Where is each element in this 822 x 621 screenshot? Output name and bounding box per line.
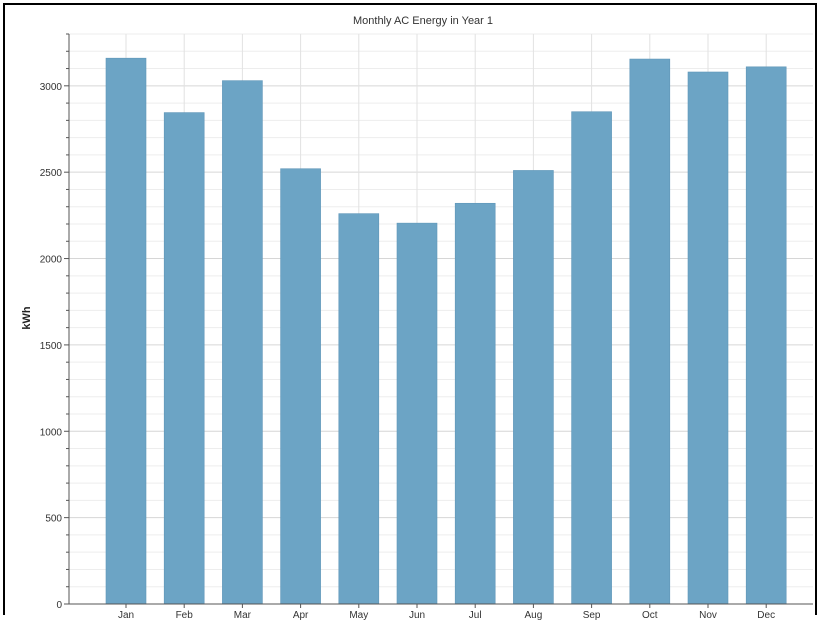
bar-jan bbox=[105, 57, 147, 605]
x-tick-label: Oct bbox=[642, 610, 658, 621]
x-tick-label: May bbox=[349, 610, 368, 621]
y-tick-label: 2500 bbox=[40, 168, 63, 179]
x-tick-label: Feb bbox=[176, 610, 194, 621]
y-tick-label: 3000 bbox=[40, 82, 63, 93]
y-tick-label: 0 bbox=[56, 600, 62, 611]
x-tick-label: Dec bbox=[757, 610, 775, 621]
bar-mar bbox=[222, 80, 263, 605]
x-tick-label: Jan bbox=[118, 610, 134, 621]
bar-sep bbox=[571, 111, 612, 605]
x-tick-label: Nov bbox=[699, 610, 717, 621]
bar-dec bbox=[745, 66, 787, 605]
x-tick-label: Mar bbox=[234, 610, 252, 621]
x-tick-label: Jul bbox=[469, 610, 482, 621]
x-tick-label: Aug bbox=[525, 610, 543, 621]
bar-oct bbox=[629, 58, 671, 605]
bar-may bbox=[338, 213, 380, 605]
y-tick-label: 1000 bbox=[40, 427, 63, 438]
bar-jun bbox=[396, 222, 438, 605]
y-tick-label: 2000 bbox=[40, 255, 63, 266]
y-axis-label: kWh bbox=[21, 306, 33, 330]
bar-nov bbox=[687, 71, 729, 605]
y-tick-label: 1500 bbox=[40, 341, 63, 352]
bar-apr bbox=[280, 168, 321, 605]
x-tick-label: Sep bbox=[583, 610, 601, 621]
y-tick-label: 500 bbox=[45, 514, 62, 525]
x-tick-label: Jun bbox=[409, 610, 425, 621]
x-tick-label: Apr bbox=[293, 610, 309, 621]
bar-feb bbox=[163, 112, 205, 605]
chart-title: Monthly AC Energy in Year 1 bbox=[353, 15, 493, 27]
bar-aug bbox=[513, 170, 554, 605]
bar-jul bbox=[454, 202, 496, 605]
axes: 0 500 1000 1500 2000 2500 3000 Jan Feb Mar Apr May J… bbox=[40, 33, 813, 621]
bars bbox=[105, 57, 787, 605]
